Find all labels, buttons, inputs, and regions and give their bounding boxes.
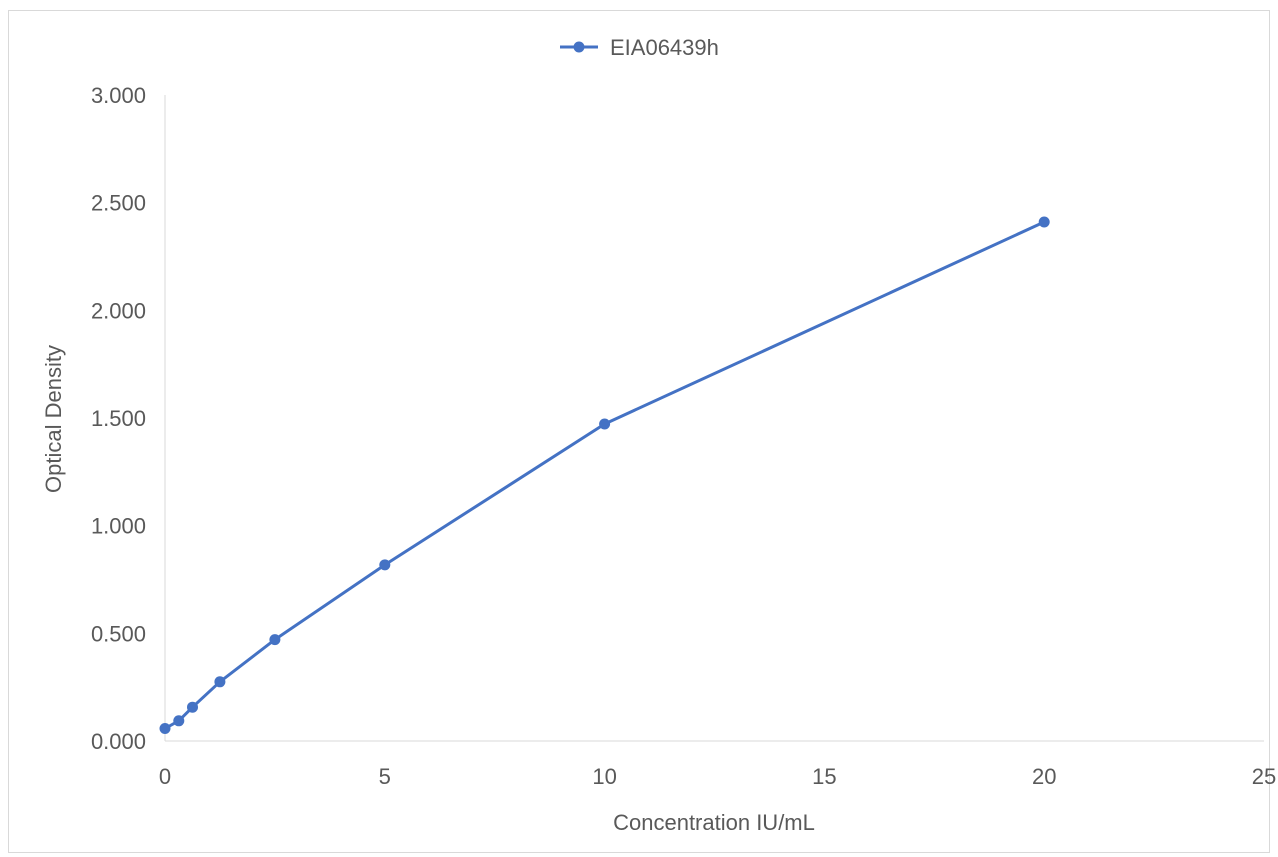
x-tick-label: 20 [1032, 764, 1056, 789]
data-point [173, 715, 185, 727]
y-tick-label: 3.000 [91, 83, 146, 108]
x-tick-labels: 0 5 10 15 20 25 [159, 764, 1276, 789]
y-tick-label: 0.500 [91, 621, 146, 646]
data-point [1038, 216, 1050, 228]
x-tick-label: 15 [812, 764, 836, 789]
x-tick-label: 10 [592, 764, 616, 789]
chart-frame [8, 10, 1270, 853]
data-point [269, 634, 281, 646]
axes [164, 95, 1264, 742]
legend-point-marker [573, 41, 585, 53]
y-tick-label: 2.000 [91, 298, 146, 323]
data-point [379, 559, 391, 571]
y-tick-label: 0.000 [91, 729, 146, 754]
legend-label: EIA06439h [610, 35, 719, 60]
y-axis-title: Optical Density [41, 345, 66, 493]
y-tick-labels: 0.000 0.500 1.000 1.500 2.000 2.500 3.000 [91, 83, 146, 754]
data-point [187, 701, 198, 713]
x-tick-label: 25 [1252, 764, 1276, 789]
data-point [159, 723, 171, 734]
x-tick-label: 5 [379, 764, 391, 789]
series-group [159, 216, 1050, 734]
series-line [164, 220, 1045, 730]
data-point [599, 418, 611, 430]
x-axis-title: Concentration IU/mL [613, 810, 815, 835]
x-tick-label: 0 [159, 764, 171, 789]
y-tick-label: 2.500 [91, 191, 146, 216]
data-point [214, 676, 226, 688]
y-tick-label: 1.500 [91, 406, 146, 431]
y-tick-label: 1.000 [91, 514, 146, 539]
legend: EIA06439h [560, 35, 719, 60]
